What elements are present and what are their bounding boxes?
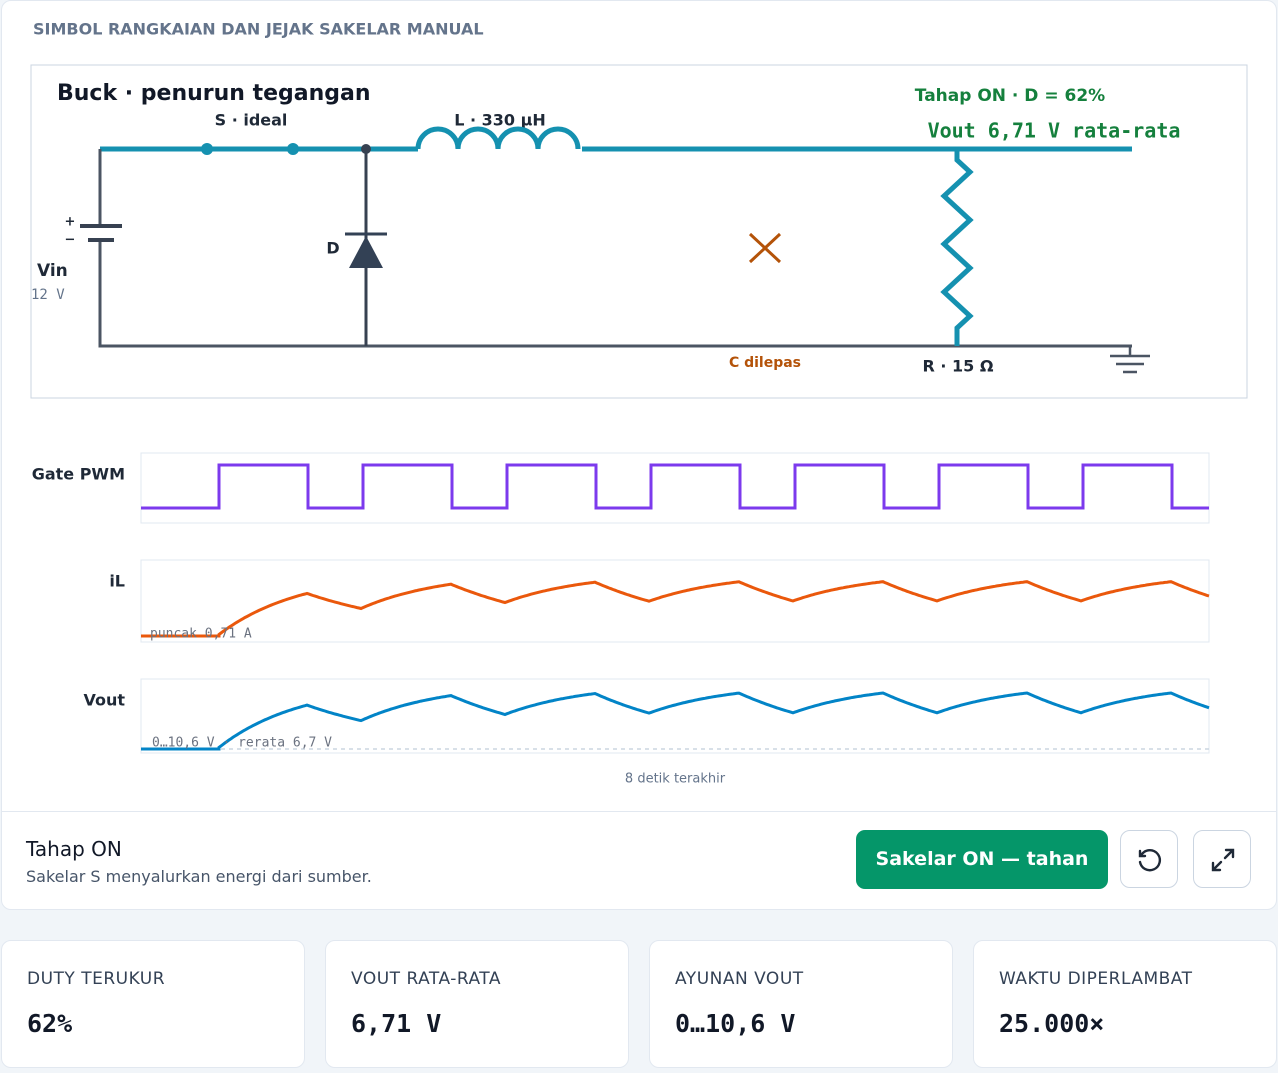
status-description: Sakelar S menyalurkan energi dari sumber… — [26, 867, 372, 886]
il-note: puncak 0,71 A — [150, 627, 252, 642]
stat-label: WAKTU DIPERLAMBAT — [999, 969, 1193, 989]
stat-card: WAKTU DIPERLAMBAT 25.000× — [973, 940, 1277, 1068]
stat-label: VOUT RATA-RATA — [351, 969, 501, 989]
status-title: Tahap ON — [26, 837, 122, 861]
reset-icon — [1138, 849, 1161, 872]
wires — [98, 126, 1150, 374]
trace-footer: 8 detik terakhir — [625, 772, 726, 787]
stat-value: 62% — [27, 1009, 73, 1038]
stat-card: AYUNAN VOUT 0…10,6 V — [649, 940, 953, 1068]
minus-sign: − — [65, 233, 76, 248]
switch-contact — [287, 143, 299, 155]
fullscreen-button[interactable] — [1193, 830, 1251, 888]
stat-value: 25.000× — [999, 1009, 1105, 1038]
circuit-frame — [30, 64, 1248, 399]
switch-button[interactable]: Sakelar ON — tahan — [856, 830, 1108, 889]
trace-label: Gate PWM — [32, 465, 125, 484]
trace-label: Vout — [83, 691, 125, 710]
diagram: SIMBOL RANGKAIAN DAN JEJAK SAKELAR MANUA… — [1, 20, 1277, 812]
stat-label: AYUNAN VOUT — [675, 969, 804, 989]
vout-trace — [141, 691, 1210, 751]
gate-trace — [141, 463, 1209, 510]
node — [361, 144, 371, 154]
plus-sign: + — [65, 215, 76, 230]
diode-label: D — [326, 239, 339, 258]
source-label: Vin — [37, 261, 68, 281]
stat-value: 6,71 V — [351, 1009, 442, 1038]
diode — [349, 236, 383, 268]
return-wire — [98, 149, 1132, 348]
reset-button[interactable] — [1120, 830, 1178, 888]
header-title: SIMBOL RANGKAIAN DAN JEJAK SAKELAR MANUA… — [33, 20, 484, 39]
fullscreen-icon — [1211, 848, 1235, 872]
stat-value: 0…10,6 V — [675, 1009, 796, 1038]
ground — [1110, 346, 1150, 374]
phase-label: Tahap ON · D = 62% — [915, 86, 1105, 106]
inductor — [415, 126, 581, 150]
vout-label: Vout 6,71 V rata-rata — [928, 119, 1181, 143]
circuit-title: Buck · penurun tegangan — [57, 81, 371, 106]
inductor-label: L · 330 µH — [454, 111, 546, 130]
resistor-label: R · 15 Ω — [923, 357, 994, 376]
trace-frame — [140, 678, 1210, 754]
capacitor-removed — [748, 232, 782, 264]
capacitor-label: C dilepas — [729, 355, 801, 371]
vout-note: 0…10,6 V · rerata 6,7 V — [152, 736, 332, 751]
stat-card: VOUT RATA-RATA 6,71 V — [325, 940, 629, 1068]
il-trace — [141, 580, 1210, 638]
stat-label: DUTY TERUKUR — [27, 969, 166, 989]
source-value: 12 V — [31, 287, 65, 303]
trace-label: iL — [109, 572, 125, 591]
switch-contact — [201, 143, 213, 155]
resistor — [940, 149, 974, 346]
trace-frame — [140, 559, 1210, 643]
switch-label: S · ideal — [215, 111, 288, 130]
stat-card: DUTY TERUKUR 62% — [1, 940, 305, 1068]
